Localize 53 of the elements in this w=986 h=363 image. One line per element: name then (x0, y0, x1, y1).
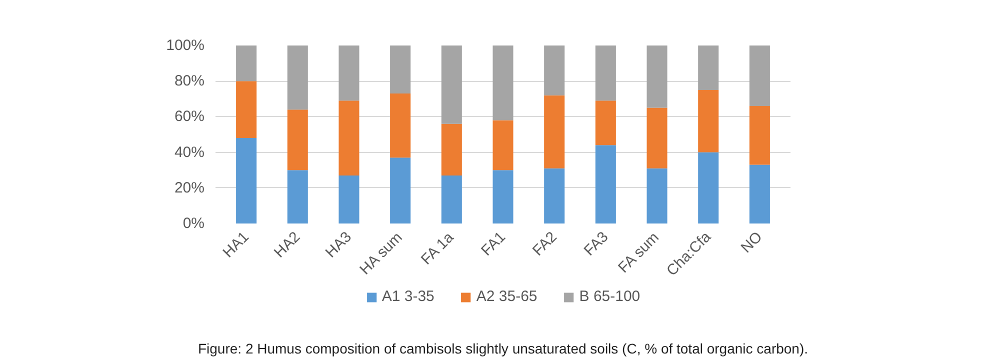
bar (287, 170, 308, 224)
y-tick-label: 20% (174, 179, 205, 196)
bar (390, 158, 411, 224)
legend-label: A2 35-65 (476, 288, 538, 305)
bar (236, 46, 257, 82)
bar (441, 46, 462, 124)
bar (646, 46, 668, 108)
x-tick-label: NO (738, 228, 766, 256)
bar (492, 120, 514, 170)
bar (390, 46, 411, 94)
bar (749, 164, 770, 224)
bar (544, 46, 565, 96)
bar (595, 100, 616, 146)
bar (338, 175, 360, 224)
x-tick-label: HA1 (220, 228, 252, 262)
bar (698, 90, 719, 152)
y-tick-label: 100% (166, 37, 205, 54)
bar (236, 81, 257, 138)
bar (390, 94, 411, 158)
bar (441, 175, 462, 224)
bar (544, 95, 565, 168)
bar (646, 168, 668, 224)
bar (698, 152, 719, 224)
x-tick-label: FA sum (615, 229, 662, 276)
y-tick-label: 80% (174, 72, 205, 90)
bar (287, 46, 308, 110)
bar (646, 108, 668, 168)
x-tick-label: HA3 (322, 228, 355, 262)
legend-label: B 65-100 (579, 288, 640, 305)
bar (492, 170, 514, 224)
bar (544, 168, 565, 224)
x-tick-label: FA 1a (418, 228, 458, 268)
x-tick-label: FA2 (529, 228, 560, 260)
x-tick-label: FA3 (580, 228, 612, 260)
bar (441, 124, 462, 176)
bar (595, 46, 616, 101)
bar (236, 138, 257, 224)
bar (749, 106, 770, 165)
y-tick-label: 0% (182, 215, 205, 232)
bar (698, 46, 719, 90)
x-tick-label: FA1 (478, 228, 510, 260)
bar (749, 46, 770, 106)
bar (595, 145, 616, 224)
bar (338, 100, 360, 176)
x-tick-label: HA2 (271, 228, 304, 262)
y-tick-label: 60% (174, 108, 205, 126)
bar (287, 110, 308, 170)
bar (492, 46, 514, 120)
bar (338, 46, 360, 101)
y-tick-label: 40% (174, 144, 205, 161)
x-tick-label: HA sum (356, 229, 406, 278)
text: Figure: 2 Humus composition of cambisols slightly unsaturated soils (C, % of total organic carbon). (198, 340, 808, 356)
legend-label: A1 3-35 (382, 288, 434, 305)
